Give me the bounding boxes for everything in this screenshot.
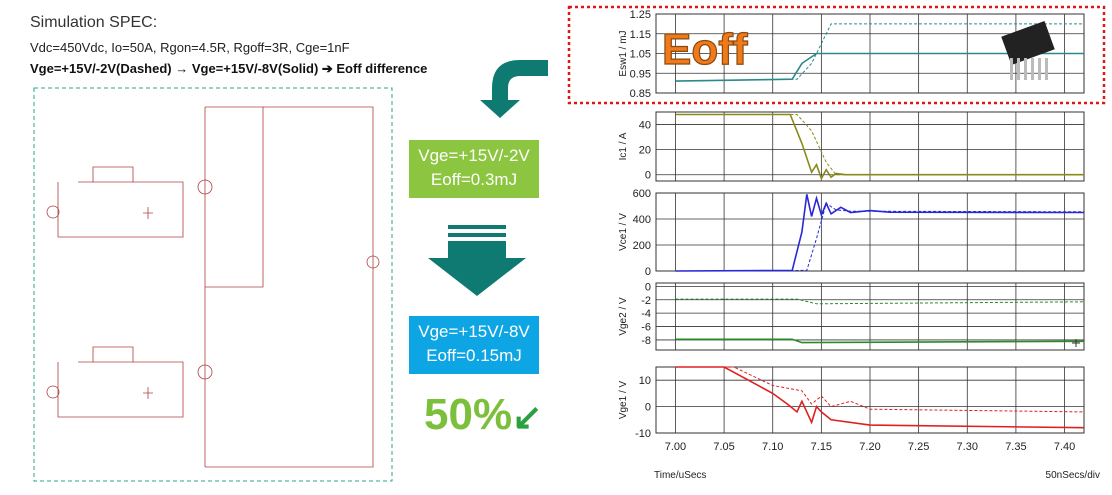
y-axis-label: Vge1 / V	[618, 380, 629, 419]
y-tick-label: 1.15	[630, 29, 651, 41]
spec-title: Simulation SPEC:	[30, 14, 158, 31]
y-tick-label: 0.85	[630, 88, 651, 100]
x-scale-label: 50nSecs/div	[1046, 470, 1100, 481]
y-axis-label: Vce1 / V	[618, 213, 629, 251]
y-tick-label: 40	[639, 120, 651, 132]
y-tick-label: 0	[645, 402, 651, 414]
eoff-after-label: Eoff=0.15mJ	[426, 346, 522, 365]
series-line-1-0	[675, 113, 1084, 181]
y-axis-label: Vge2 / V	[618, 297, 629, 336]
eoff-before-label: Eoff=0.3mJ	[430, 170, 518, 189]
y-tick-label: 20	[639, 145, 651, 157]
vge-before-label: Vge=+15V/-2V	[418, 146, 530, 165]
y-tick-label: 0	[645, 170, 651, 182]
x-tick-label: 7.40	[1054, 441, 1075, 453]
y-tick-label: -6	[641, 322, 651, 334]
y-tick-label: -10	[635, 428, 651, 440]
y-tick-label: 0.95	[630, 68, 651, 80]
y-tick-label: 200	[633, 240, 651, 252]
y-axis-label: Esw1 / mJ	[618, 30, 629, 76]
vge-after-label: Vge=+15V/-8V	[418, 322, 530, 341]
series-line-2-0	[675, 194, 1085, 272]
x-tick-label: 7.15	[811, 441, 832, 453]
y-tick-label: 600	[633, 188, 651, 200]
circuit-schematic	[33, 87, 393, 482]
series-line-0-1	[675, 23, 1084, 82]
spec-params: Vdc=450Vdc, Io=50A, Rgon=4.5R, Rgoff=3R,…	[30, 40, 350, 55]
x-tick-label: 7.05	[713, 441, 734, 453]
series-line-4-1	[675, 366, 1085, 413]
x-tick-label: 7.35	[1005, 441, 1026, 453]
x-tick-label: 7.25	[908, 441, 929, 453]
y-tick-label: 10	[639, 375, 651, 387]
series-line-1-1	[675, 114, 1084, 176]
x-tick-label: 7.20	[859, 441, 880, 453]
y-tick-label: 0	[645, 266, 651, 278]
eoff-before-badge: Vge=+15V/-2V Eoff=0.3mJ	[409, 140, 539, 198]
x-axis-label: Time/uSecs	[654, 470, 706, 481]
series-line-2-1	[675, 202, 1085, 272]
reduction-percent: 50%↙	[424, 390, 543, 439]
eoff-highlight-box	[567, 5, 1106, 105]
y-tick-label: 1.25	[630, 9, 651, 21]
x-tick-label: 7.30	[957, 441, 978, 453]
y-tick-label: 1.05	[630, 49, 651, 61]
y-tick-label: -2	[641, 295, 651, 307]
eoff-label: Eoff	[662, 25, 748, 74]
x-tick-label: 7.00	[665, 441, 686, 453]
y-tick-label: 400	[633, 214, 651, 226]
y-axis-label: Ic1 / A	[618, 132, 629, 160]
x-tick-label: 7.10	[762, 441, 783, 453]
series-line-3-1	[675, 298, 1085, 305]
y-tick-label: -8	[641, 335, 651, 347]
power-module-icon	[1001, 21, 1055, 80]
down-arrow-small-icon: ↙	[512, 396, 543, 437]
spec-difference: Vge=+15V/-2V(Dashed) → Vge=+15V/-8V(Soli…	[30, 61, 428, 76]
y-tick-label: -4	[641, 308, 651, 320]
end-marker	[1072, 339, 1080, 347]
series-line-4-0	[675, 366, 1085, 429]
down-arrow-icon	[428, 225, 526, 296]
series-line-3-0	[675, 338, 1085, 344]
y-tick-label: 0	[645, 281, 651, 293]
eoff-after-badge: Vge=+15V/-8V Eoff=0.15mJ	[409, 316, 539, 374]
